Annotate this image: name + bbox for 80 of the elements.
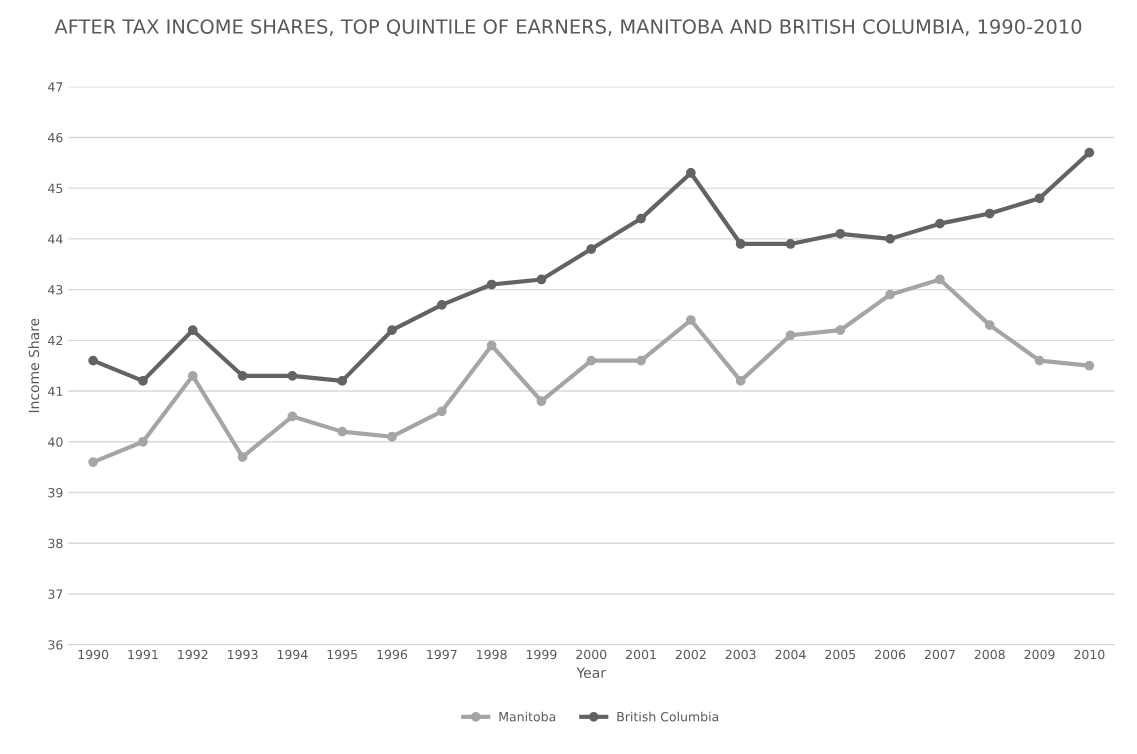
x-tick-label: 1995 — [327, 649, 357, 660]
point — [785, 330, 796, 341]
point — [885, 234, 895, 244]
y-tick-label: 45 — [48, 183, 63, 194]
x-tick-label: 1992 — [178, 649, 208, 660]
y-tick-label: 38 — [48, 538, 63, 549]
point — [984, 208, 995, 219]
legend-label: British Columbia — [617, 711, 719, 722]
point — [1034, 193, 1045, 204]
point — [88, 457, 98, 467]
x-tick-label: 2002 — [675, 649, 706, 660]
y-tick-label: 47 — [48, 82, 63, 92]
x-tick-label: 1999 — [526, 649, 557, 660]
point — [138, 376, 148, 386]
point — [387, 325, 397, 336]
point — [287, 411, 298, 422]
point — [237, 370, 248, 381]
x-tick-label: 1996 — [377, 649, 408, 660]
y-tick-label: 41 — [48, 386, 63, 396]
point — [885, 289, 895, 300]
point — [287, 370, 298, 381]
x-tick-label: 1997 — [427, 649, 457, 660]
point — [785, 239, 796, 249]
x-tick-label: 1994 — [277, 649, 308, 660]
x-tick-label: 2000 — [576, 649, 607, 660]
point — [436, 299, 447, 310]
point — [337, 426, 348, 437]
y-tick-label: 44 — [48, 234, 63, 244]
point — [337, 376, 348, 386]
point — [486, 279, 497, 290]
point — [686, 315, 696, 325]
point — [1084, 147, 1095, 158]
point — [536, 396, 547, 407]
y-axis-title: Income Share — [28, 318, 40, 413]
point — [735, 376, 746, 386]
y-tick-label: 36 — [48, 640, 63, 650]
point — [835, 325, 846, 336]
x-tick-label: 1998 — [477, 649, 507, 660]
y-tick-label: 43 — [48, 285, 63, 295]
x-tick-label: 2010 — [1074, 649, 1105, 660]
y-tick-label: 39 — [48, 487, 63, 498]
point — [237, 452, 248, 462]
x-axis-title: Year — [576, 667, 606, 678]
point — [636, 355, 646, 366]
point — [88, 355, 98, 366]
legend-label: Manitoba — [499, 711, 556, 722]
x-tick-label: 2004 — [775, 649, 806, 660]
point — [835, 228, 846, 239]
point — [436, 406, 447, 417]
x-tick-label: 2005 — [825, 649, 856, 660]
point — [486, 340, 497, 351]
point — [1084, 360, 1095, 371]
y-tick-label: 37 — [48, 589, 63, 599]
x-tick-label: 2009 — [1024, 649, 1055, 660]
point — [636, 213, 646, 224]
point — [735, 239, 746, 249]
x-tick-label: 1991 — [128, 649, 158, 660]
point — [935, 218, 945, 229]
point — [984, 320, 995, 330]
point — [536, 274, 547, 285]
x-tick-label: 2007 — [924, 649, 955, 660]
x-tick-label: 2001 — [626, 649, 656, 660]
point — [387, 431, 397, 442]
point — [586, 244, 597, 254]
y-tick-label: 46 — [48, 132, 63, 143]
point — [187, 325, 198, 336]
point — [586, 355, 597, 366]
point — [686, 168, 696, 178]
x-tick-label: 2003 — [725, 649, 756, 660]
y-tick-label: 42 — [48, 335, 63, 346]
x-tick-label: 2006 — [875, 649, 906, 660]
x-tick-label: 2008 — [974, 649, 1005, 660]
y-tick-label: 40 — [48, 437, 63, 447]
chart-title: AFTER TAX INCOME SHARES, TOP QUINTILE OF EARNERS, MANITOBA AND BRITISH COLUMBIA, 1990-2010 — [54, 19, 1082, 37]
point — [138, 436, 148, 447]
point — [935, 274, 945, 285]
point — [187, 370, 198, 381]
point — [1034, 355, 1045, 366]
x-tick-label: 1993 — [228, 649, 258, 660]
x-tick-label: 1990 — [78, 649, 109, 660]
